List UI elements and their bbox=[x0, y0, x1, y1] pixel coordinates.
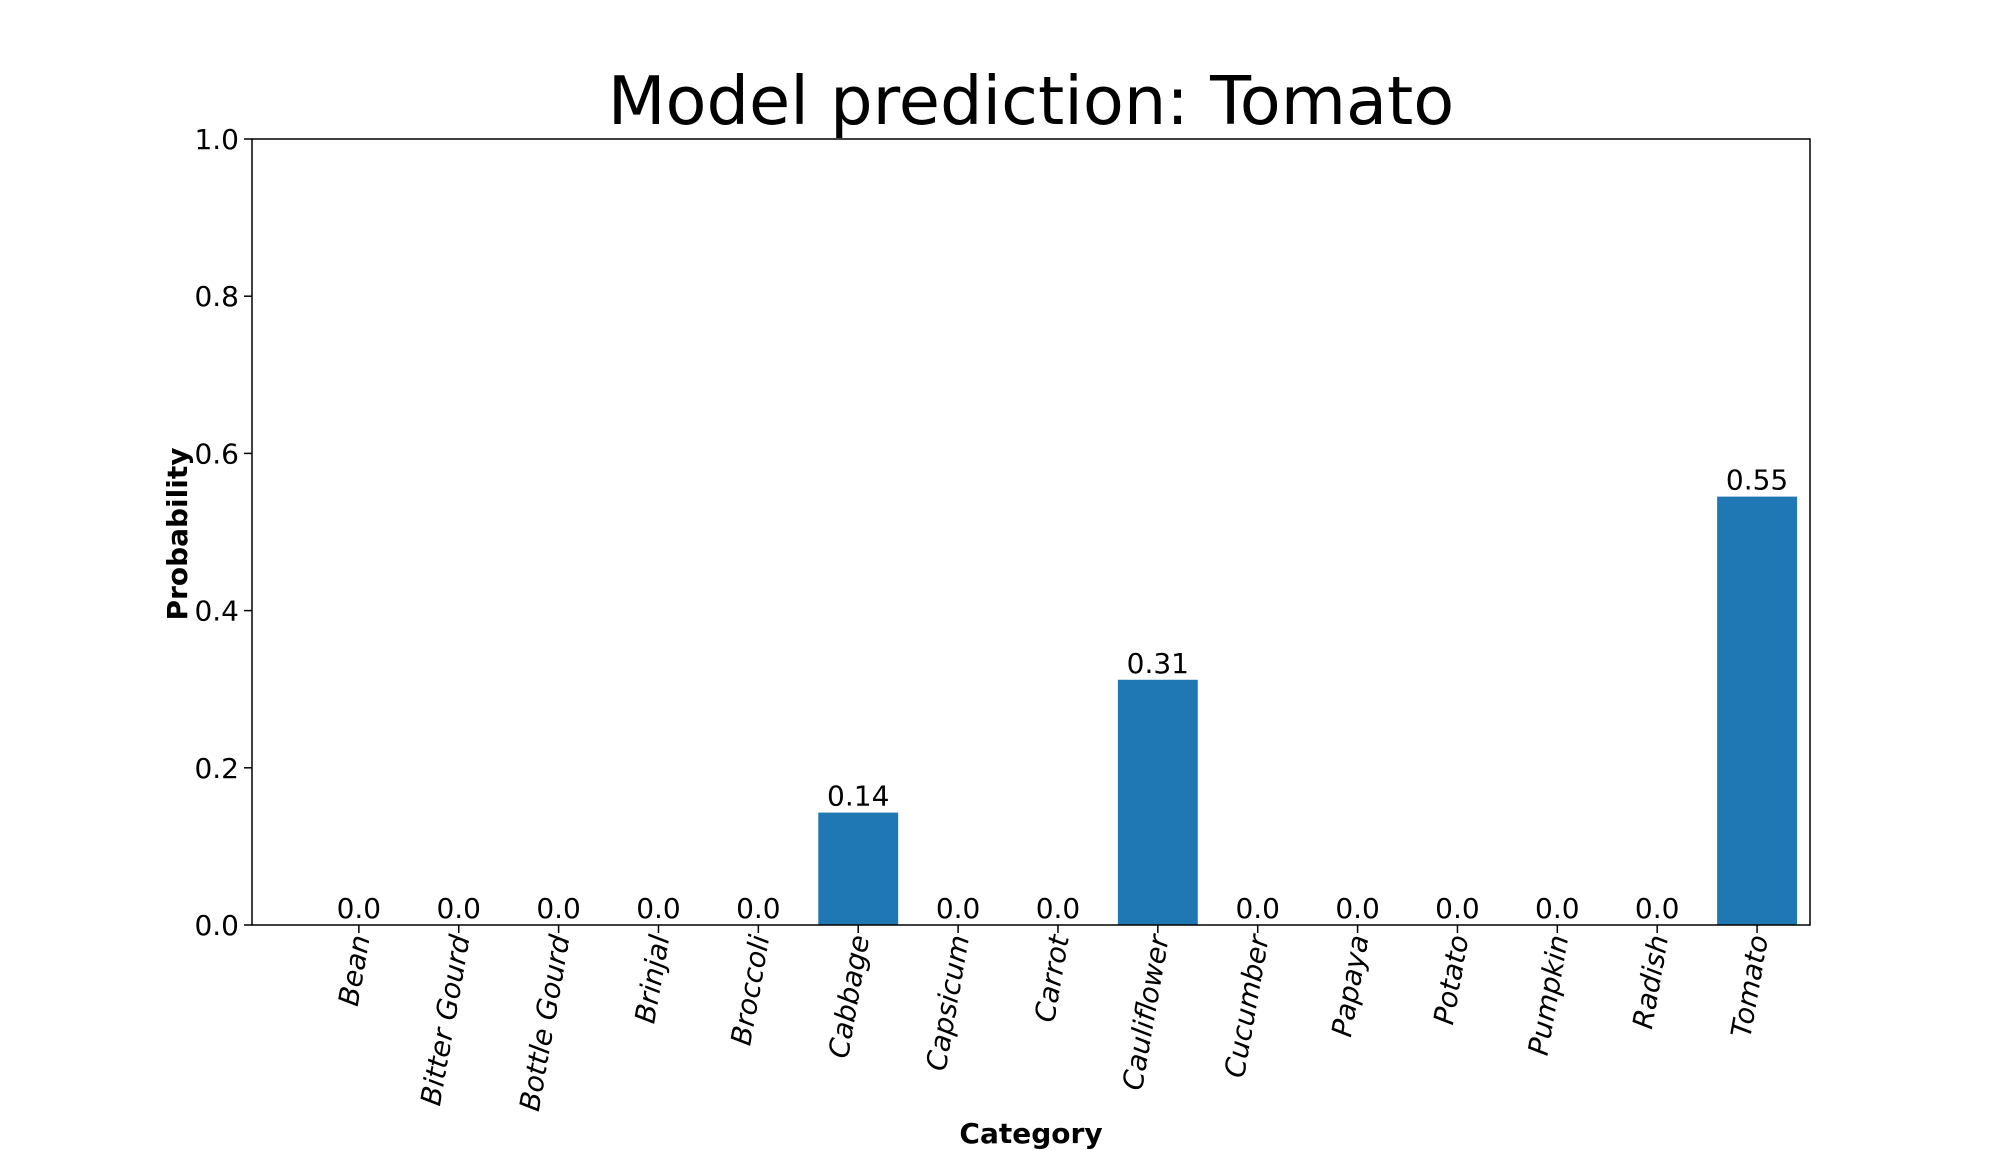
data-label: 0.0 bbox=[1535, 892, 1580, 925]
data-label: 0.0 bbox=[1435, 892, 1480, 925]
x-tick-label: Radish bbox=[1626, 932, 1675, 1031]
data-labels-group: 0.0 0.0 0.0 0.0 0.0 0.14 0.0 0.0 0.31 0.0 0.0 0.0 0.… bbox=[337, 464, 1789, 925]
x-tick-label: Bottle Gourd bbox=[513, 932, 576, 1113]
x-tick-label: Cucumber bbox=[1218, 931, 1276, 1080]
chart-title: Model prediction: Tomato bbox=[608, 62, 1455, 140]
bar bbox=[1717, 496, 1798, 925]
data-label: 0.0 bbox=[1036, 892, 1081, 925]
y-tick-label: 0.2 bbox=[194, 752, 239, 785]
data-label: 0.14 bbox=[827, 780, 889, 813]
y-tick-label: 0.0 bbox=[194, 909, 239, 942]
y-tick-label: 1.0 bbox=[194, 123, 239, 156]
x-tick-label: Papaya bbox=[1325, 932, 1375, 1039]
x-tick-label: Pumpkin bbox=[1522, 932, 1576, 1057]
data-label: 0.0 bbox=[1335, 892, 1380, 925]
x-tick-label: Carrot bbox=[1028, 931, 1076, 1024]
y-tick-label: 0.8 bbox=[194, 280, 239, 313]
data-label: 0.55 bbox=[1726, 464, 1788, 497]
data-label: 0.0 bbox=[337, 892, 382, 925]
x-tick-label: Bitter Gourd bbox=[414, 932, 476, 1108]
bar bbox=[1117, 679, 1198, 925]
data-label: 0.0 bbox=[636, 892, 681, 925]
data-label: 0.0 bbox=[436, 892, 481, 925]
x-axis-label: Category bbox=[959, 1117, 1102, 1150]
x-tick-label: Cabbage bbox=[822, 932, 876, 1060]
bar bbox=[818, 812, 899, 925]
x-tick-label: Tomato bbox=[1725, 932, 1775, 1039]
y-tick-label: 0.4 bbox=[194, 595, 239, 628]
x-tick-label: Cauliflower bbox=[1116, 931, 1176, 1093]
x-tick-label: Capsicum bbox=[920, 932, 976, 1073]
plot-frame bbox=[251, 138, 1811, 926]
y-axis-ticks: 0.0 0.2 0.4 0.6 0.8 1.0 bbox=[194, 123, 252, 942]
x-axis-ticks: Bean Bitter Gourd Bottle Gourd Brinjal Brocc… bbox=[332, 925, 1775, 1114]
y-axis-label: Probability bbox=[161, 448, 194, 621]
data-label: 0.0 bbox=[736, 892, 781, 925]
y-tick-label: 0.6 bbox=[194, 437, 239, 470]
data-label: 0.0 bbox=[1635, 892, 1680, 925]
data-label: 0.31 bbox=[1127, 647, 1189, 680]
x-tick-label: Bean bbox=[332, 932, 377, 1008]
x-tick-label: Brinjal bbox=[628, 932, 676, 1026]
data-label: 0.0 bbox=[1235, 892, 1280, 925]
x-tick-label: Broccoli bbox=[724, 932, 776, 1048]
bars-group bbox=[818, 496, 1798, 925]
x-tick-label: Potato bbox=[1427, 932, 1475, 1027]
data-label: 0.0 bbox=[536, 892, 581, 925]
data-label: 0.0 bbox=[936, 892, 981, 925]
